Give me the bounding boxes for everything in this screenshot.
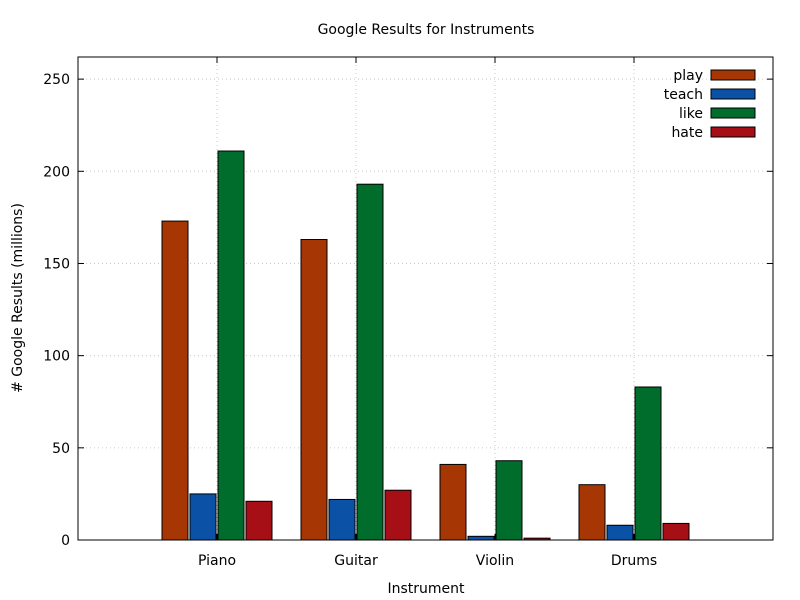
x-axis-label: Instrument [387, 581, 465, 597]
bar-teach-violin [467, 535, 495, 541]
x-tick-label: Piano [198, 553, 236, 569]
bar-teach-drums [606, 524, 634, 541]
bar-play-drums [578, 484, 606, 541]
bar-like-guitar [356, 183, 384, 541]
y-tick-label: 0 [61, 533, 70, 549]
legend-swatch-play [710, 69, 756, 81]
y-tick-label: 250 [43, 72, 70, 88]
x-tick-label: Guitar [334, 553, 378, 569]
y-tick-label: 100 [43, 349, 70, 365]
bar-play-violin [439, 463, 467, 541]
legend-swatch-like [710, 107, 756, 119]
legend: play teach like hate [664, 68, 756, 141]
x-tick-label: Violin [476, 553, 514, 569]
bar-hate-guitar [384, 489, 412, 541]
bar-like-drums [634, 386, 662, 541]
legend-swatch-hate [710, 126, 756, 138]
y-tick-label: 50 [52, 441, 70, 457]
plot-frame [77, 56, 774, 541]
chart-title: Google Results for Instruments [318, 22, 535, 38]
x-tick-label: Drums [611, 553, 657, 569]
bar-play-piano [161, 220, 189, 541]
legend-label-teach: teach [664, 87, 703, 103]
grid [78, 57, 773, 540]
legend-label-hate: hate [671, 125, 703, 141]
bar-like-piano [217, 150, 245, 541]
ticks: 0 50 100 150 200 250 Piano Guitar Violin Drums [43, 57, 773, 569]
y-axis-label: # Google Results (millions) [10, 203, 26, 393]
bar-hate-piano [245, 500, 273, 541]
legend-swatch-teach [710, 88, 756, 100]
legend-label-play: play [673, 68, 703, 84]
y-tick-label: 150 [43, 256, 70, 272]
bar-teach-guitar [328, 498, 356, 541]
bar-hate-drums [662, 522, 690, 541]
bar-like-violin [495, 460, 523, 541]
bars [161, 150, 690, 541]
bar-teach-piano [189, 493, 217, 541]
bar-play-guitar [300, 239, 328, 541]
legend-label-like: like [679, 106, 703, 122]
y-tick-label: 200 [43, 164, 70, 180]
